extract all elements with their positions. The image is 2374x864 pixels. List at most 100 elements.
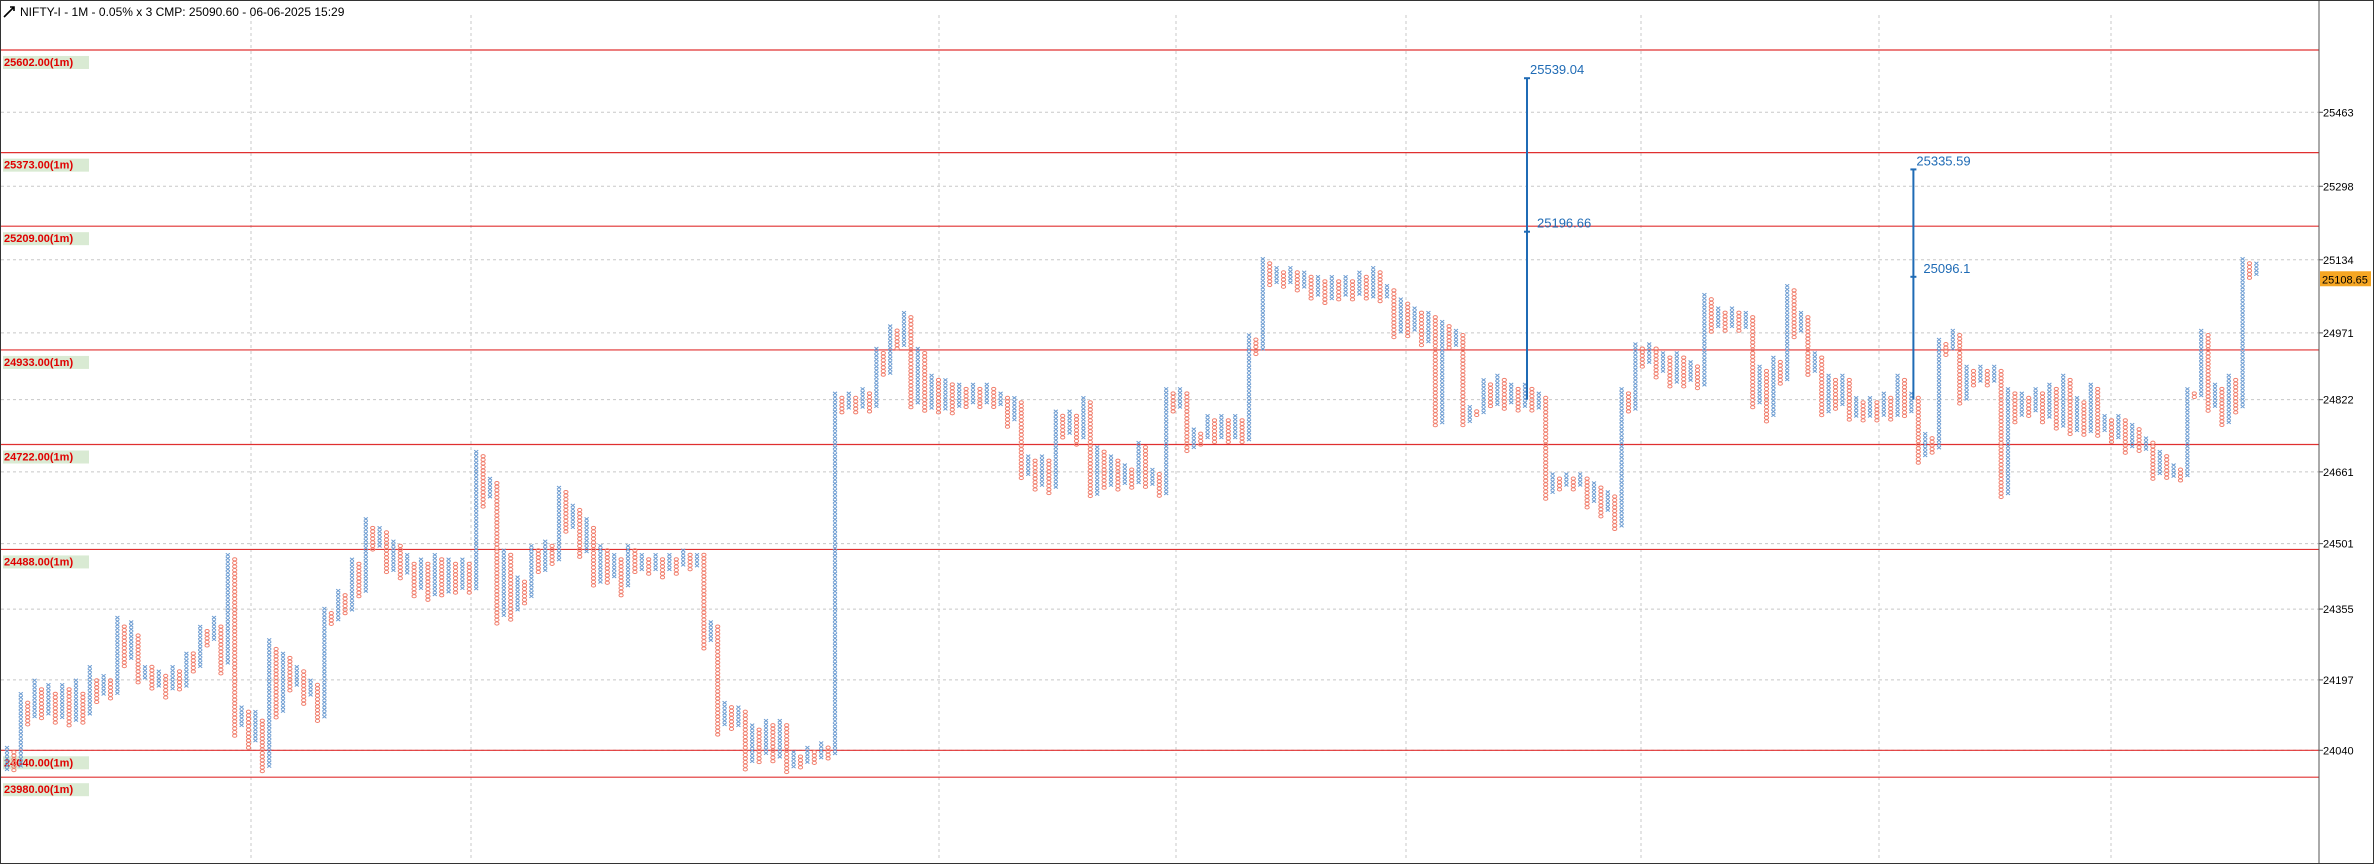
x-box xyxy=(2198,339,2204,344)
o-box xyxy=(259,765,265,770)
o-box xyxy=(604,551,610,557)
x-box xyxy=(1619,401,1624,406)
o-box xyxy=(1998,444,2004,449)
x-box xyxy=(1729,324,1735,329)
o-box xyxy=(1087,493,1093,499)
x-box xyxy=(2047,389,2052,394)
x-box xyxy=(722,718,727,723)
o-box xyxy=(1101,449,1107,454)
x-box xyxy=(1702,328,1707,333)
x-box xyxy=(2185,394,2190,399)
o-box xyxy=(1432,423,1438,428)
x-box xyxy=(791,757,796,762)
x-box xyxy=(777,722,783,727)
o-box xyxy=(811,757,817,762)
x-box xyxy=(805,756,810,761)
x-box xyxy=(266,638,272,642)
x-box xyxy=(929,384,934,389)
o-box xyxy=(1791,327,1797,332)
o-box xyxy=(1087,486,1093,491)
x-box xyxy=(1577,472,1583,477)
x-box xyxy=(832,629,838,634)
x-box xyxy=(1439,370,1445,375)
o-box xyxy=(1915,460,1921,465)
x-box xyxy=(1081,421,1086,426)
x-box xyxy=(432,556,438,561)
o-box xyxy=(1791,295,1797,300)
x-box xyxy=(253,716,258,721)
o-box xyxy=(2122,425,2128,430)
x-box xyxy=(266,742,272,747)
o-box xyxy=(1377,291,1383,297)
x-box xyxy=(1674,361,1680,366)
o-box xyxy=(2026,399,2032,404)
o-box xyxy=(1308,274,1314,279)
x-column xyxy=(335,588,341,622)
x-box xyxy=(1343,278,1348,283)
x-box xyxy=(2254,261,2259,266)
x-box xyxy=(832,409,838,414)
x-column xyxy=(777,718,783,759)
x-box xyxy=(1564,482,1569,487)
x-box xyxy=(1702,299,1707,304)
o-box xyxy=(1543,438,1549,444)
o-box xyxy=(2219,386,2225,392)
x-box xyxy=(473,453,479,458)
x-box xyxy=(1439,391,1445,396)
x-column xyxy=(418,557,424,591)
o-box xyxy=(1225,439,1231,445)
x-box xyxy=(1412,327,1417,332)
x-box xyxy=(1702,368,1707,373)
o-box xyxy=(356,565,362,570)
x-box xyxy=(2088,429,2094,434)
x-box xyxy=(791,764,796,769)
x-column xyxy=(432,552,438,597)
o-box xyxy=(1777,377,1783,383)
x-box xyxy=(1646,342,1652,347)
x-box xyxy=(101,688,106,693)
o-box xyxy=(1156,490,1162,495)
level-label: 24040.00(1m) xyxy=(4,757,73,769)
o-box xyxy=(232,614,238,620)
o-box xyxy=(1101,474,1107,480)
x-box xyxy=(349,607,355,612)
x-box xyxy=(432,585,438,590)
x-box xyxy=(2047,411,2052,416)
x-box xyxy=(611,556,617,561)
x-box xyxy=(501,584,507,589)
x-box xyxy=(1702,317,1707,322)
x-box xyxy=(2212,386,2218,391)
o-box xyxy=(508,599,514,604)
o-box xyxy=(2053,394,2059,399)
o-box xyxy=(715,671,721,676)
o-box xyxy=(232,596,238,602)
o-box xyxy=(646,571,652,576)
x-column xyxy=(2116,413,2121,440)
o-box xyxy=(1018,475,1024,481)
o-box xyxy=(494,574,500,579)
x-box xyxy=(1936,359,1942,364)
x-box xyxy=(887,338,893,343)
x-box xyxy=(1674,358,1680,363)
o-box xyxy=(742,724,748,729)
x-box xyxy=(2060,387,2066,392)
x-box xyxy=(584,542,589,547)
x-box xyxy=(266,641,272,646)
x-box xyxy=(18,731,24,736)
x-box xyxy=(584,516,589,521)
o-box xyxy=(1087,472,1093,477)
o-column xyxy=(1032,458,1038,492)
o-box xyxy=(273,700,279,706)
o-box xyxy=(494,567,500,572)
x-box xyxy=(1702,292,1707,297)
x-box xyxy=(211,630,217,634)
x-column xyxy=(1343,274,1348,297)
o-box xyxy=(2164,457,2170,462)
o-box xyxy=(1998,437,2004,442)
o-box xyxy=(1391,324,1397,329)
x-box xyxy=(349,600,355,605)
o-column xyxy=(1087,400,1093,499)
o-box xyxy=(784,723,790,728)
x-box xyxy=(2088,396,2094,401)
